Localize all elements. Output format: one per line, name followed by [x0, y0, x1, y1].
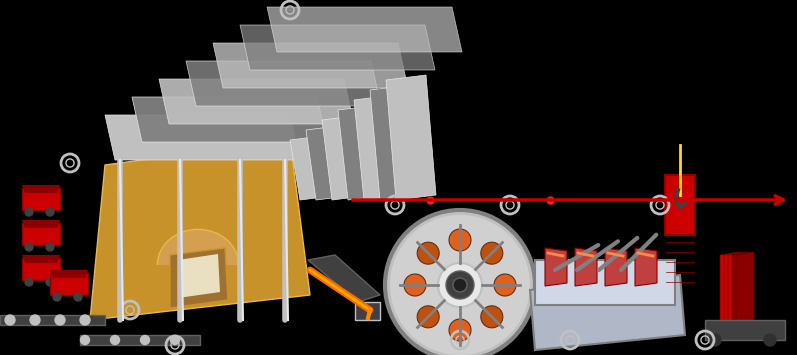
- Circle shape: [709, 334, 721, 346]
- Circle shape: [140, 335, 150, 344]
- Polygon shape: [50, 270, 88, 278]
- Polygon shape: [213, 43, 408, 88]
- FancyBboxPatch shape: [545, 292, 565, 300]
- Circle shape: [74, 293, 82, 301]
- FancyBboxPatch shape: [665, 175, 695, 235]
- Polygon shape: [545, 248, 567, 286]
- Polygon shape: [105, 115, 300, 160]
- FancyBboxPatch shape: [589, 292, 609, 300]
- Circle shape: [53, 293, 61, 301]
- Polygon shape: [728, 252, 746, 328]
- Circle shape: [616, 265, 626, 275]
- Circle shape: [481, 306, 503, 328]
- Polygon shape: [22, 220, 60, 228]
- Circle shape: [80, 335, 89, 344]
- Polygon shape: [635, 248, 657, 286]
- Circle shape: [449, 319, 471, 341]
- FancyBboxPatch shape: [22, 258, 60, 280]
- Circle shape: [5, 315, 15, 325]
- Circle shape: [572, 265, 582, 275]
- Polygon shape: [90, 140, 310, 320]
- Polygon shape: [354, 95, 404, 200]
- Polygon shape: [22, 255, 60, 263]
- Circle shape: [25, 208, 33, 216]
- Polygon shape: [80, 335, 200, 345]
- Polygon shape: [240, 25, 435, 70]
- Circle shape: [550, 265, 560, 275]
- Circle shape: [481, 242, 503, 264]
- Polygon shape: [170, 248, 228, 308]
- Polygon shape: [158, 230, 238, 265]
- Circle shape: [594, 265, 604, 275]
- Polygon shape: [306, 125, 356, 200]
- Polygon shape: [322, 115, 372, 200]
- Polygon shape: [732, 252, 750, 328]
- Polygon shape: [0, 315, 105, 325]
- Polygon shape: [186, 61, 381, 106]
- Circle shape: [46, 278, 54, 286]
- Polygon shape: [290, 135, 340, 200]
- Circle shape: [494, 274, 516, 296]
- Polygon shape: [605, 248, 627, 286]
- Circle shape: [80, 315, 90, 325]
- Circle shape: [25, 278, 33, 286]
- Polygon shape: [308, 255, 380, 302]
- Polygon shape: [575, 248, 597, 286]
- Circle shape: [417, 306, 439, 328]
- Circle shape: [46, 208, 54, 216]
- Circle shape: [449, 229, 471, 251]
- Circle shape: [438, 263, 482, 307]
- Polygon shape: [386, 75, 436, 200]
- FancyBboxPatch shape: [22, 188, 60, 210]
- Polygon shape: [159, 79, 354, 124]
- Polygon shape: [736, 252, 754, 328]
- Circle shape: [46, 243, 54, 251]
- FancyBboxPatch shape: [705, 320, 785, 340]
- Polygon shape: [338, 105, 388, 200]
- Circle shape: [404, 274, 426, 296]
- Circle shape: [390, 215, 530, 355]
- Circle shape: [30, 315, 40, 325]
- Circle shape: [385, 210, 535, 355]
- Circle shape: [55, 315, 65, 325]
- Polygon shape: [178, 254, 220, 298]
- Polygon shape: [22, 185, 60, 193]
- Polygon shape: [720, 252, 738, 328]
- FancyBboxPatch shape: [611, 292, 631, 300]
- FancyBboxPatch shape: [535, 260, 675, 305]
- Polygon shape: [132, 97, 327, 142]
- Circle shape: [111, 335, 120, 344]
- FancyBboxPatch shape: [22, 223, 60, 245]
- FancyBboxPatch shape: [355, 302, 380, 320]
- Polygon shape: [267, 7, 462, 52]
- Circle shape: [171, 335, 179, 344]
- Circle shape: [417, 242, 439, 264]
- Circle shape: [764, 334, 776, 346]
- Circle shape: [453, 278, 467, 292]
- Polygon shape: [724, 252, 742, 328]
- Circle shape: [25, 243, 33, 251]
- Polygon shape: [530, 275, 685, 350]
- Circle shape: [446, 271, 474, 299]
- Polygon shape: [370, 85, 420, 200]
- FancyBboxPatch shape: [567, 292, 587, 300]
- FancyBboxPatch shape: [50, 273, 88, 295]
